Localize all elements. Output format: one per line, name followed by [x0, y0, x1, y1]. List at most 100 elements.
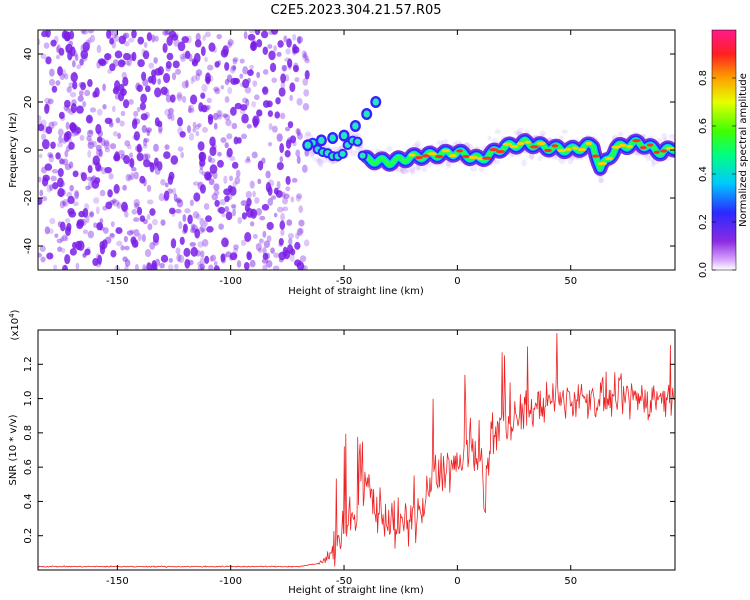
- ridge-halo: [404, 168, 411, 173]
- noise-speck: [209, 136, 216, 147]
- noise-speck: [87, 141, 94, 150]
- noise-speck: [64, 226, 71, 237]
- noise-speck: [288, 237, 293, 246]
- snr-axes: -150 -100 -50 0 50 0.2 0.4 0.6 0.8 1.0 1.2: [23, 330, 675, 587]
- noise-speck: [172, 60, 180, 69]
- noise-speck: [79, 134, 85, 141]
- noise-speck: [201, 83, 208, 93]
- noise-speck: [62, 201, 67, 206]
- noise-speck: [157, 161, 163, 171]
- noise-speck: [239, 82, 245, 88]
- ridge-halo: [597, 178, 605, 183]
- ridge-halo: [414, 140, 421, 148]
- noise-speck: [229, 155, 236, 162]
- noise-speck: [279, 220, 286, 230]
- noise-speck: [240, 200, 248, 206]
- noise-speck: [149, 161, 155, 170]
- signal-peak: [544, 148, 552, 153]
- noise-speck: [232, 65, 237, 70]
- noise-speck: [292, 33, 297, 41]
- noise-speck: [64, 31, 71, 42]
- noise-speck: [211, 193, 219, 201]
- noise-speck: [99, 241, 106, 250]
- noise-speck: [294, 259, 302, 267]
- noise-speck: [114, 80, 121, 91]
- noise-speck: [80, 49, 89, 60]
- x-tick-label: -50: [336, 576, 352, 587]
- noise-speck: [233, 136, 239, 145]
- noise-speck: [273, 212, 278, 218]
- noise-speck: [225, 211, 233, 221]
- noise-speck: [102, 227, 109, 234]
- ridge-halo: [446, 160, 452, 169]
- noise-speck: [220, 253, 226, 262]
- noise-speck: [199, 162, 204, 171]
- y-tick-label: 0: [23, 147, 34, 153]
- noise-speck: [160, 86, 168, 96]
- noise-speck: [150, 263, 158, 270]
- branch-blob: [363, 110, 370, 118]
- noise-speck: [276, 51, 282, 57]
- noise-speck: [249, 180, 255, 189]
- ridge-halo: [661, 132, 668, 140]
- signal-peak: [572, 146, 579, 150]
- y-tick-label: 0.2: [23, 528, 34, 544]
- noise-speck: [39, 189, 44, 197]
- noise-speck: [185, 79, 189, 89]
- y-tick-label: -20: [23, 190, 34, 206]
- branch-blob: [340, 132, 348, 140]
- noise-speck: [188, 132, 195, 141]
- noise-speck: [38, 252, 43, 258]
- noise-speck: [256, 71, 261, 79]
- noise-speck: [124, 245, 130, 251]
- noise-speck: [64, 99, 71, 108]
- noise-speck: [94, 87, 100, 98]
- noise-speck: [232, 181, 238, 187]
- noise-speck: [285, 48, 291, 55]
- noise-speck: [292, 43, 298, 54]
- noise-speck: [49, 78, 56, 86]
- noise-speck: [76, 64, 82, 70]
- noise-speck: [87, 180, 93, 190]
- noise-speck: [182, 95, 187, 103]
- noise-speck: [128, 37, 135, 43]
- noise-speck: [89, 210, 95, 217]
- branch-blob: [304, 141, 311, 149]
- noise-speck: [286, 38, 292, 48]
- noise-speck: [242, 97, 248, 104]
- noise-speck: [267, 110, 274, 117]
- noise-speck: [226, 133, 233, 140]
- signal-peak: [660, 149, 668, 153]
- signal-peak: [530, 145, 539, 149]
- noise-speck: [263, 240, 271, 248]
- noise-speck: [222, 113, 228, 118]
- noise-speck: [206, 225, 214, 233]
- ridge-halo: [386, 146, 393, 152]
- noise-speck: [243, 262, 250, 270]
- noise-speck: [153, 57, 158, 64]
- noise-speck: [175, 68, 181, 75]
- noise-speck: [127, 144, 132, 150]
- noise-speck: [91, 160, 97, 166]
- noise-speck: [184, 208, 191, 214]
- noise-speck: [189, 227, 197, 234]
- noise-speck: [148, 161, 153, 168]
- noise-speck: [170, 238, 177, 249]
- noise-speck: [49, 217, 56, 225]
- noise-speck: [192, 211, 200, 219]
- noise-speck: [264, 252, 271, 260]
- noise-speck: [295, 128, 300, 135]
- ridge-halo: [645, 153, 651, 162]
- noise-speck: [252, 80, 258, 87]
- noise-speck: [148, 62, 155, 69]
- noise-speck: [120, 245, 125, 251]
- noise-speck: [145, 127, 152, 133]
- noise-speck: [95, 206, 100, 215]
- noise-speck: [298, 219, 305, 227]
- noise-speck: [40, 256, 46, 263]
- noise-speck: [198, 226, 205, 235]
- noise-speck: [293, 65, 299, 73]
- noise-speck: [197, 241, 204, 248]
- noise-speck: [284, 149, 291, 158]
